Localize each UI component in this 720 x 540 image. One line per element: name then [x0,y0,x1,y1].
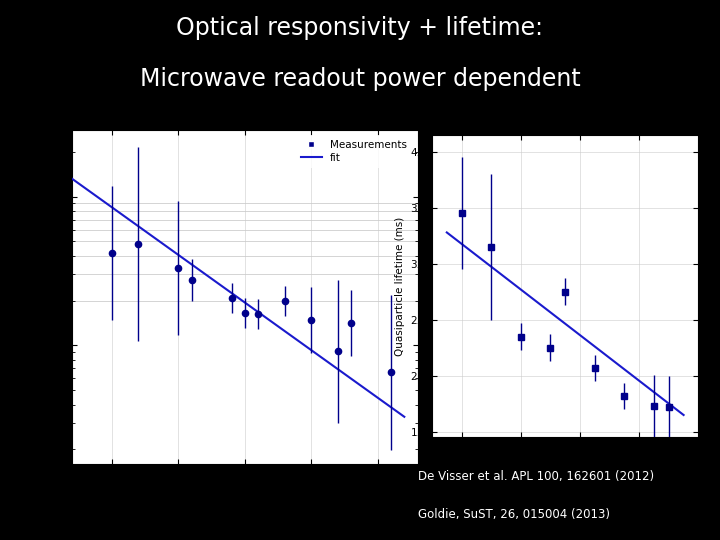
Legend: Measurements, fit: Measurements, fit [296,135,413,168]
Y-axis label: Quasiparticle lifetime (ms): Quasiparticle lifetime (ms) [395,217,405,356]
Text: Optical responsivity + lifetime:: Optical responsivity + lifetime: [176,16,544,40]
Text: Goldie, SuST, 26, 015004 (2013): Goldie, SuST, 26, 015004 (2013) [418,508,610,521]
X-axis label: Microwave readout Power (dBm): Microwave readout Power (dBm) [480,458,650,468]
Text: Microwave readout power dependent: Microwave readout power dependent [140,67,580,91]
X-axis label: Microwave readout power (dBm): Microwave readout power (dBm) [153,485,336,495]
Text: De Visser et al. APL 100, 162601 (2012): De Visser et al. APL 100, 162601 (2012) [418,470,654,483]
Y-axis label: Amplitude Responsivity (W⁻¹): Amplitude Responsivity (W⁻¹) [23,214,33,380]
